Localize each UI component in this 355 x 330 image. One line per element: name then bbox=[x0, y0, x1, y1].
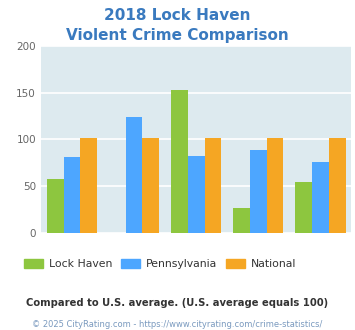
Text: Violent Crime Comparison: Violent Crime Comparison bbox=[66, 28, 289, 43]
Text: Compared to U.S. average. (U.S. average equals 100): Compared to U.S. average. (U.S. average … bbox=[26, 298, 329, 308]
Bar bbox=[267, 139, 283, 233]
Bar bbox=[171, 90, 188, 233]
Bar bbox=[126, 117, 142, 233]
Bar bbox=[204, 139, 221, 233]
Bar bbox=[80, 139, 97, 233]
Text: © 2025 CityRating.com - https://www.cityrating.com/crime-statistics/: © 2025 CityRating.com - https://www.city… bbox=[32, 320, 323, 329]
Text: 2018 Lock Haven: 2018 Lock Haven bbox=[104, 8, 251, 23]
Bar bbox=[233, 209, 250, 233]
Bar bbox=[64, 157, 80, 233]
Bar bbox=[142, 139, 159, 233]
Bar bbox=[188, 156, 204, 233]
Bar bbox=[329, 139, 345, 233]
Bar bbox=[295, 182, 312, 233]
Legend: Lock Haven, Pennsylvania, National: Lock Haven, Pennsylvania, National bbox=[20, 254, 300, 274]
Bar bbox=[47, 179, 64, 233]
Bar bbox=[250, 150, 267, 233]
Bar bbox=[312, 162, 329, 233]
